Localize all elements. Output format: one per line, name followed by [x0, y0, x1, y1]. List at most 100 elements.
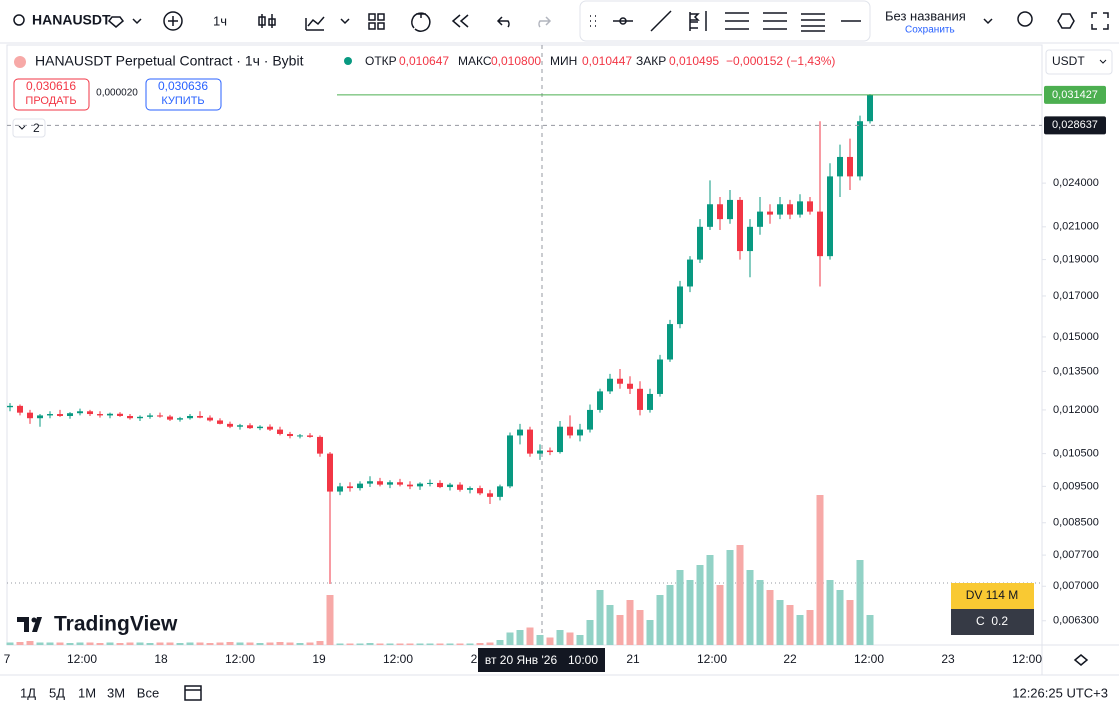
volume-bar — [236, 642, 244, 645]
candle-body — [317, 436, 323, 454]
axis-settings-icon[interactable] — [1073, 654, 1089, 666]
candle-body — [787, 204, 793, 215]
volume-bar — [726, 550, 734, 645]
range-button[interactable]: 3М — [107, 685, 125, 700]
add-symbol-icon[interactable] — [163, 11, 183, 31]
close-value: 0,010495 — [669, 54, 719, 68]
volume-bar — [766, 590, 774, 645]
close-label: ЗАКР — [636, 54, 666, 68]
candle-body — [207, 417, 213, 421]
candle-body — [197, 415, 203, 418]
fib-tool[interactable] — [689, 12, 700, 31]
goto-date-icon[interactable] — [184, 685, 202, 701]
candle-body — [487, 493, 493, 497]
volume-bar — [656, 595, 664, 645]
dv-label: DV 114 M — [966, 588, 1018, 602]
volume-bar — [846, 600, 854, 645]
buy-price: 0,030636 — [158, 79, 208, 93]
y-tick-label: 0,007000 — [1053, 580, 1099, 592]
volume-bar — [566, 632, 574, 645]
candle-body — [87, 411, 93, 415]
crosshair-date: вт 20 Янв '26 — [485, 653, 558, 667]
volume-bar — [536, 635, 544, 645]
market-status — [344, 57, 352, 65]
volume-bar — [756, 580, 764, 645]
indicators-icon[interactable] — [305, 16, 325, 31]
candle-body — [297, 435, 303, 437]
range-button[interactable]: 5Д — [49, 685, 65, 700]
candle-body — [327, 453, 333, 492]
symbol[interactable]: HANAUSDT — [32, 12, 111, 28]
search-icon[interactable] — [13, 14, 25, 26]
pitchfork-tool[interactable] — [763, 12, 787, 30]
volume-bar — [16, 642, 24, 645]
legend-title[interactable]: HANAUSDT Perpetual Contract · 1ч · Bybit — [35, 53, 304, 69]
favorite-icon[interactable] — [107, 16, 125, 28]
candle-body — [497, 486, 503, 497]
indicators-dropdown[interactable] — [340, 18, 350, 25]
add-symbol-plus — [168, 16, 178, 26]
layout-dropdown[interactable] — [983, 18, 993, 25]
chart-type-icon[interactable] — [258, 14, 276, 28]
undo-icon[interactable] — [496, 16, 510, 28]
volume-bar — [486, 642, 494, 645]
volume-bar — [406, 643, 414, 645]
channel-tool[interactable] — [725, 12, 749, 30]
volume-bar — [346, 643, 354, 645]
volume-bar — [686, 580, 694, 645]
candle-body — [247, 425, 253, 429]
volume-bar — [106, 642, 114, 645]
drag-handle[interactable] — [590, 15, 596, 27]
replay-icon[interactable] — [451, 14, 469, 28]
candle-body — [137, 416, 143, 419]
volume-bar — [356, 643, 364, 645]
trendline-tool[interactable] — [650, 10, 672, 32]
candle-body — [687, 259, 693, 287]
volume-bar — [186, 642, 194, 645]
indicators-toggle[interactable] — [12, 118, 46, 138]
candle-body — [517, 429, 523, 436]
volume-bar — [606, 605, 614, 645]
range-button[interactable]: 1Д — [20, 685, 36, 700]
candle-body — [797, 201, 803, 215]
interval[interactable]: 1ч — [213, 13, 227, 28]
volume-bar — [436, 643, 444, 645]
range-button[interactable]: Все — [137, 685, 159, 700]
layout-name[interactable]: Без названия — [885, 8, 966, 23]
x-tick-label: 12:00 — [1012, 652, 1042, 666]
candle-body — [867, 94, 873, 122]
candle-body — [217, 420, 223, 424]
last-price-box — [1044, 85, 1106, 104]
volume-bar — [646, 620, 654, 645]
levels-tool[interactable] — [801, 13, 825, 32]
volume-bar — [616, 615, 624, 645]
candle-body — [527, 429, 533, 454]
alert-icon[interactable] — [411, 12, 431, 32]
sell-button[interactable] — [13, 78, 90, 111]
volume-bar — [736, 545, 744, 645]
layouts-icon[interactable] — [368, 13, 385, 30]
candle-body — [547, 450, 553, 453]
candle-body — [267, 426, 273, 430]
candle-body — [747, 226, 753, 252]
currency-select[interactable] — [1045, 49, 1113, 75]
fullscreen-icon[interactable] — [1091, 12, 1109, 30]
candle-body — [117, 413, 123, 416]
volume-bar — [316, 641, 324, 645]
range-button[interactable]: 1М — [78, 685, 96, 700]
volume-bar — [36, 642, 44, 645]
dropdown-icon[interactable] — [132, 18, 142, 25]
volume-bar — [826, 580, 834, 645]
save-button[interactable]: Сохранить — [905, 25, 955, 36]
x-tick-label: 2 — [471, 652, 478, 666]
hline-tool-dot — [619, 17, 627, 25]
volume-bar — [96, 643, 104, 645]
candle-body — [717, 204, 723, 220]
quick-search-icon[interactable] — [1017, 11, 1033, 27]
candle-body — [647, 393, 653, 410]
buy-button[interactable] — [145, 78, 222, 111]
volume-bar — [136, 642, 144, 645]
redo-icon[interactable] — [538, 16, 552, 28]
settings-icon[interactable] — [1057, 13, 1075, 29]
